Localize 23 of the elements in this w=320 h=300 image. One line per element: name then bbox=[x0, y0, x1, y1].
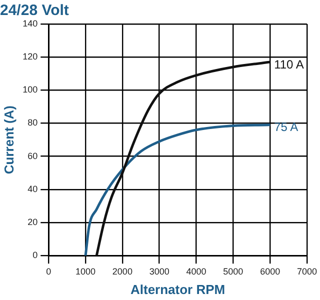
y-tick-label: 0 bbox=[32, 250, 38, 260]
y-tick-label: 100 bbox=[22, 84, 38, 95]
y-tick-label: 140 bbox=[22, 18, 38, 28]
chart-title: 24/28 Volt bbox=[0, 2, 69, 20]
x-axis-title: Alternator RPM bbox=[130, 282, 226, 297]
line-series bbox=[84, 124, 272, 256]
y-tick-label: 40 bbox=[28, 184, 38, 194]
x-tick-label: 2000 bbox=[112, 266, 132, 276]
y-tick-label: 20 bbox=[28, 217, 38, 227]
annotation: 75 A bbox=[274, 120, 298, 134]
y-tick-label: 120 bbox=[22, 52, 38, 62]
y-tick-label: 60 bbox=[28, 150, 38, 161]
x-tick-label: 7000 bbox=[296, 266, 318, 276]
x-tick-label: 5000 bbox=[223, 266, 244, 276]
x-tick-label: 1000 bbox=[76, 266, 96, 276]
y-axis-title: Current (A) bbox=[1, 105, 16, 174]
line-series bbox=[95, 60, 272, 256]
x-tick-label: 6000 bbox=[260, 266, 280, 276]
x-tick-label: 4000 bbox=[186, 266, 206, 276]
x-tick-label: 3000 bbox=[149, 266, 170, 276]
annotation: 110 A bbox=[274, 57, 304, 72]
y-tick-label: 80 bbox=[28, 118, 38, 128]
x-tick-label: 0 bbox=[46, 266, 52, 276]
